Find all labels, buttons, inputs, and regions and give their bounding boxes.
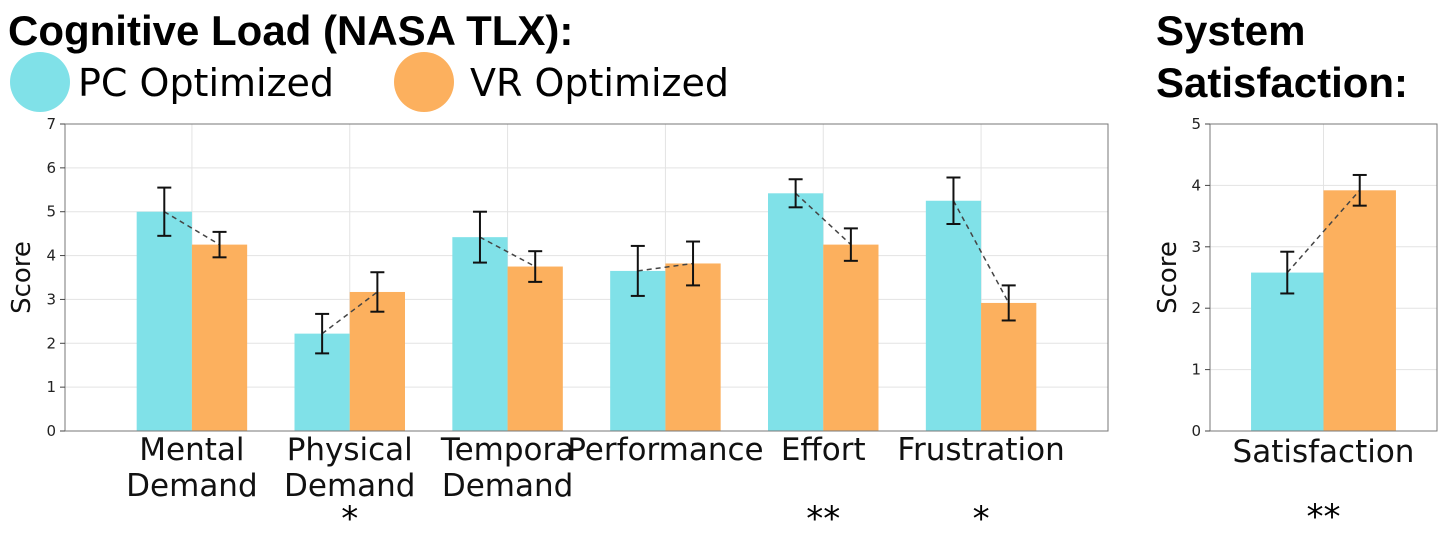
legend-swatch-vr: [394, 52, 454, 112]
right-chart-title-line1: System: [1156, 7, 1305, 54]
y-tick-label: 0: [1191, 422, 1201, 440]
legend-label-pc: PC Optimized: [78, 61, 334, 105]
bar-vr-0: [1323, 190, 1396, 431]
category-label: Demand: [284, 468, 415, 504]
bar-pc-5: [925, 200, 982, 431]
bar-vr-2: [507, 266, 563, 431]
bar-pc-4: [768, 193, 824, 431]
error-bar-pc-1: [315, 312, 330, 355]
bar-vr-3: [665, 263, 721, 431]
error-bar-pc-4: [788, 178, 803, 209]
y-tick-label: 2: [46, 334, 56, 352]
satisfaction-chart: Satisfaction ** 0 1 2 3 4 5 Score: [1153, 115, 1438, 537]
bar-pc-0: [1251, 272, 1324, 431]
significance-marker: *: [341, 499, 358, 537]
error-bar-vr-5: [1001, 284, 1016, 322]
trend-line-2: [479, 236, 536, 268]
y-tick-label: 1: [1191, 361, 1201, 379]
y-tick-label: 5: [1191, 115, 1201, 133]
bar-vr-1: [349, 291, 405, 431]
bar-vr-0: [191, 244, 248, 431]
category-label: Tempora: [440, 432, 574, 468]
right-chart-title-line2: Satisfaction:: [1156, 59, 1408, 106]
trend-line-0: [163, 211, 220, 246]
trend-line-3: [637, 262, 694, 272]
y-tick-label: 4: [1191, 176, 1201, 194]
error-bar-vr-2: [528, 250, 543, 283]
significance-marker: **: [1307, 497, 1341, 537]
trend-line-4: [795, 192, 852, 246]
y-tick-label: 1: [46, 378, 56, 396]
category-label: Satisfaction: [1233, 434, 1415, 470]
trend-line-0: [1286, 189, 1361, 274]
error-bar-pc-5: [946, 176, 961, 225]
error-bar-vr-4: [843, 227, 858, 262]
error-bar-pc-0: [157, 186, 172, 237]
category-label: Mental: [139, 432, 244, 468]
category-label: Demand: [442, 468, 573, 504]
category-label: Performance: [567, 432, 763, 468]
bar-vr-4: [823, 244, 879, 431]
plot-frame: [1209, 123, 1438, 432]
error-bar-pc-3: [630, 244, 645, 297]
trend-line-1: [321, 291, 378, 335]
y-tick-label: 0: [46, 422, 56, 440]
error-bar-vr-0: [212, 230, 227, 259]
significance-marker: **: [806, 499, 840, 537]
category-label: Frustration: [897, 432, 1064, 468]
y-tick-label: 2: [1191, 299, 1201, 317]
y-tick-label: 5: [46, 203, 56, 221]
y-tick-label: 6: [46, 159, 56, 177]
y-tick-label: 3: [46, 290, 56, 308]
trend-line-5: [952, 200, 1010, 304]
error-bar-pc-2: [472, 210, 487, 264]
category-label: Demand: [126, 468, 257, 504]
significance-marker: *: [973, 499, 990, 537]
left-chart-title: Cognitive Load (NASA TLX):: [8, 7, 573, 54]
bar-pc-0: [136, 211, 192, 431]
legend-label-vr: VR Optimized: [470, 61, 729, 105]
plot-frame: [64, 123, 1109, 432]
bar-pc-3: [610, 270, 666, 431]
legend-swatch-pc: [10, 52, 70, 112]
category-label: Effort: [781, 432, 866, 468]
bar-pc-2: [452, 237, 508, 431]
y-tick-label: 4: [46, 247, 56, 265]
legend: PC Optimized VR Optimized: [10, 52, 729, 112]
error-bar-pc-0: [1280, 250, 1295, 295]
y-tick-label: 7: [46, 115, 56, 133]
y-axis-label: Score: [7, 241, 37, 314]
error-bar-vr-0: [1352, 173, 1367, 207]
error-bar-vr-3: [686, 240, 701, 287]
bar-vr-5: [981, 302, 1037, 431]
y-axis-label: Score: [1153, 241, 1183, 314]
nasa-tlx-chart: MentalDemandPhysicalDemand*TemporaDemand…: [7, 115, 1109, 537]
error-bar-vr-1: [370, 271, 385, 313]
category-label: Physical: [287, 432, 413, 468]
y-tick-label: 3: [1191, 238, 1201, 256]
